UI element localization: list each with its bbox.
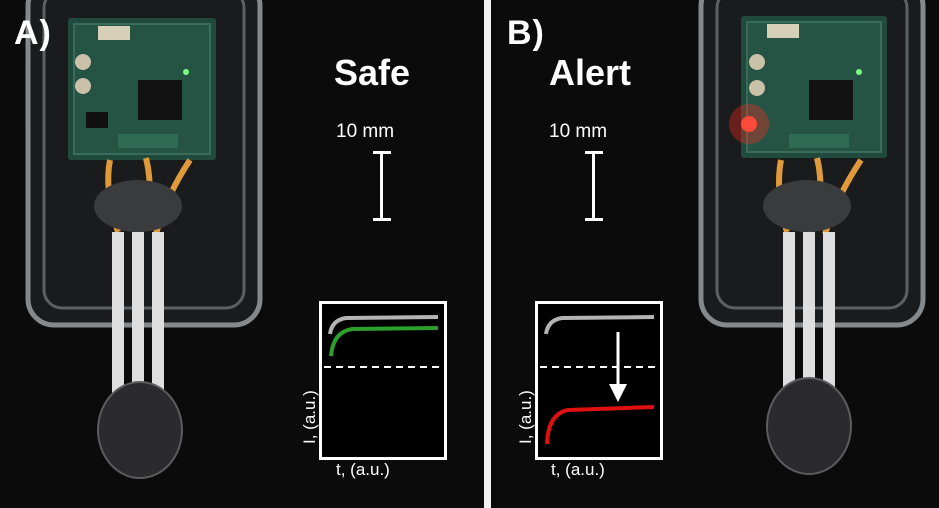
scale-bar-a	[373, 151, 391, 221]
panel-a: A) Safe 10 mm I, (a.u.) t, (a.u.)	[0, 0, 484, 508]
current-plot-b-traces	[540, 315, 658, 445]
device-photo-b	[698, 0, 926, 475]
scale-label-b: 10 mm	[549, 121, 608, 142]
y-axis-label-b: I, (a.u.)	[516, 390, 535, 444]
panel-label-b: B)	[507, 14, 545, 52]
scale-label-a: 10 mm	[336, 121, 395, 142]
x-axis-label-a: t, (a.u.)	[336, 460, 390, 479]
current-plot-a-traces	[324, 315, 442, 368]
x-axis-label-b: t, (a.u.)	[551, 460, 605, 479]
reference-trace-a	[328, 315, 439, 335]
reference-trace-b	[544, 315, 655, 335]
current-plot-b	[535, 301, 663, 460]
drop-arrow-head	[609, 384, 627, 402]
signal-trace-a	[329, 326, 439, 357]
signal-trace-b	[545, 405, 655, 445]
current-plot-a	[319, 301, 447, 460]
y-axis-label-a: I, (a.u.)	[300, 390, 319, 444]
panel-divider	[484, 0, 491, 508]
device-photo-a	[25, 0, 263, 479]
scale-bar-b	[585, 151, 603, 221]
alert-led	[741, 116, 757, 132]
status-label-alert: Alert	[549, 52, 632, 93]
panel-label-a: A)	[14, 14, 52, 52]
status-label-safe: Safe	[334, 52, 411, 93]
panel-b: B) Alert 10 mm I, (a.u.) t, (a.u.)	[491, 0, 939, 508]
